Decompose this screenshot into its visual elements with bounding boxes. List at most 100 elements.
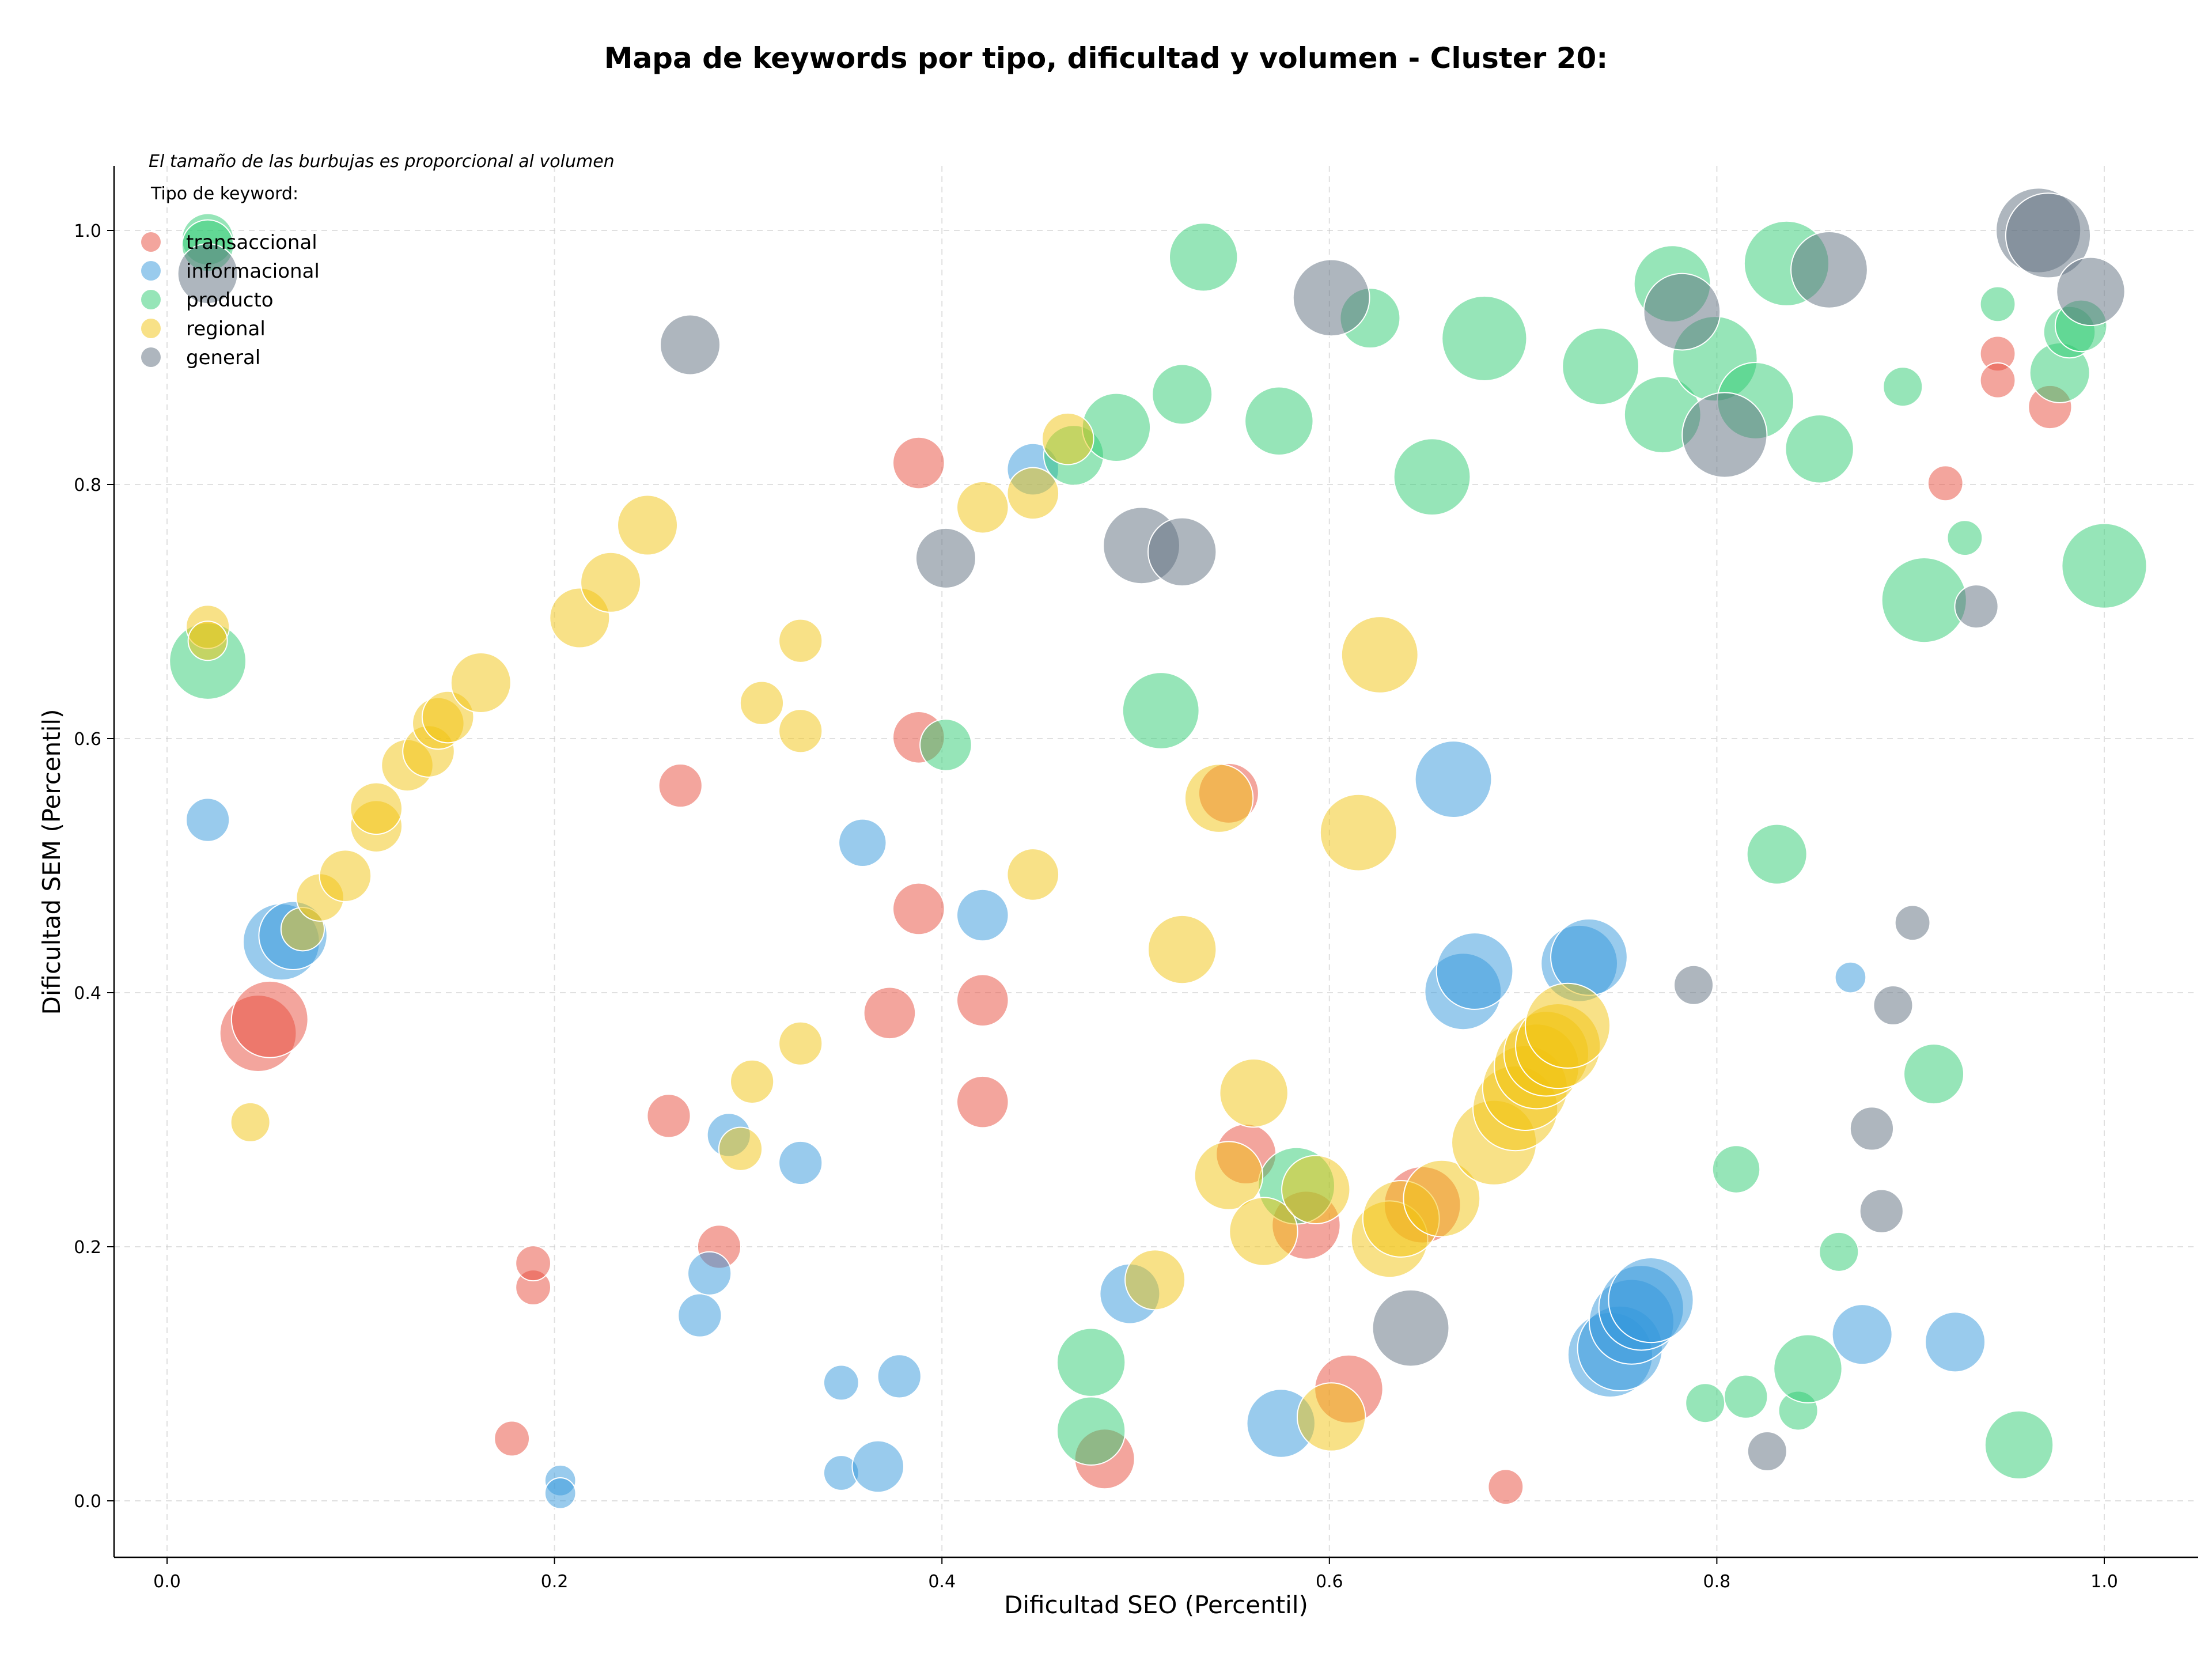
bubble-regional — [1219, 1058, 1289, 1128]
bubble-regional — [1006, 848, 1060, 901]
legend-marker-general — [141, 347, 161, 367]
legend-label-transaccional: transaccional — [186, 231, 317, 254]
bubble-transaccional — [1979, 362, 2016, 399]
bubble-informacional — [956, 888, 1009, 942]
bubble-regional — [1340, 616, 1419, 694]
bubble-informacional — [1608, 1257, 1694, 1344]
bubble-regional — [1041, 412, 1094, 466]
legend-label-producto: producto — [186, 289, 274, 312]
bubble-transaccional — [646, 1094, 691, 1138]
bubble-producto — [1773, 1334, 1843, 1403]
bubble-general — [177, 243, 238, 304]
bubble-general — [1372, 1289, 1450, 1367]
bubble-producto — [1819, 1231, 1859, 1272]
bubble-regional — [1319, 793, 1397, 872]
bubble-producto — [1244, 386, 1314, 456]
bubble-producto — [1056, 1396, 1126, 1466]
bubble-general — [1873, 985, 1914, 1026]
y-tick-label: 0.2 — [74, 1238, 101, 1258]
bubble-informacional — [823, 1364, 859, 1401]
bubble-informacional — [778, 1140, 823, 1186]
legend-marker-informacional — [141, 261, 161, 281]
bubble-general — [1954, 584, 1999, 629]
bubble-general — [1790, 230, 1868, 309]
bubble-producto — [1785, 414, 1854, 484]
bubble-general — [1849, 1106, 1895, 1151]
bubble-informacional — [687, 1251, 732, 1296]
bubble-regional — [730, 1059, 775, 1104]
legend-label-informacional: informacional — [186, 260, 320, 283]
bubble-regional — [1184, 763, 1254, 833]
bubble-transaccional — [892, 882, 945, 936]
x-axis-label: Dificultad SEO (Percentil) — [1004, 1591, 1308, 1619]
bubble-producto — [1685, 1383, 1726, 1424]
bubble-producto — [1152, 364, 1213, 425]
bubble-producto — [1979, 286, 2016, 323]
bubble-regional — [450, 652, 512, 713]
bubble-general — [915, 527, 976, 589]
bubble-transaccional — [956, 1075, 1009, 1129]
bubble-transaccional — [1927, 465, 1964, 502]
bubbles — [169, 187, 2147, 1509]
bubble-regional — [718, 1126, 763, 1171]
bubble-regional — [187, 620, 228, 661]
bubble-transaccional — [1487, 1469, 1524, 1505]
series-transaccional — [219, 335, 2073, 1505]
bubble-general — [2005, 192, 2092, 279]
bubble-informacional — [677, 1293, 722, 1338]
y-tick-label: 0.4 — [74, 983, 101, 1004]
bubble-regional — [739, 680, 785, 725]
bubble-regional — [230, 1102, 271, 1142]
bubble-producto — [1711, 1145, 1761, 1194]
bubble-regional — [1229, 1197, 1298, 1266]
bubble-informacional — [1414, 740, 1493, 818]
bubble-producto — [1122, 672, 1200, 750]
series-informacional — [185, 442, 1986, 1509]
legend-label-general: general — [186, 346, 260, 369]
y-tick-label: 0.8 — [74, 475, 101, 495]
bubble-producto — [1169, 222, 1238, 292]
bubble-producto — [1724, 1374, 1768, 1419]
bubble-regional — [1524, 982, 1611, 1069]
bubble-producto — [1984, 1410, 2054, 1480]
series-general — [177, 187, 2126, 1472]
chart-title: Mapa de keywords por tipo, dificultad y … — [604, 41, 1608, 75]
bubble-transaccional — [494, 1420, 531, 1457]
bubble-general — [1747, 1431, 1787, 1472]
series-regional — [185, 412, 1611, 1452]
bubble-regional — [319, 849, 372, 902]
legend-title: Tipo de keyword: — [150, 184, 298, 204]
legend-marker-regional — [141, 319, 161, 338]
bubble-informacional — [838, 818, 887, 868]
bubble-informacional — [185, 797, 230, 842]
legend-marker-transaccional — [141, 232, 161, 252]
y-tick-label: 0.0 — [74, 1492, 101, 1512]
bubble-informacional — [877, 1354, 922, 1399]
x-tick-label: 0.4 — [928, 1572, 956, 1592]
bubble-general — [2056, 256, 2126, 327]
bubble-producto — [919, 718, 972, 771]
bubble-regional — [1194, 1141, 1264, 1210]
y-axis-label: Dificultad SEM (Percentil) — [37, 709, 66, 1015]
bubble-regional — [1006, 467, 1060, 520]
bubble-producto — [2061, 523, 2147, 609]
bubble-producto — [1081, 392, 1152, 462]
axes: 0.0 0.2 0.4 0.6 0.8 1.0 0.0 0.2 0.4 0.6 0.8 1.0 — [74, 166, 2198, 1592]
bubble-producto — [1056, 1327, 1126, 1397]
bubble-general — [1859, 1189, 1904, 1234]
bubble-informacional — [1831, 1304, 1893, 1365]
x-tick-label: 0.6 — [1316, 1572, 1343, 1592]
bubble-regional — [1124, 1249, 1186, 1311]
legend-marker-producto — [141, 290, 161, 309]
bubble-informacional — [1925, 1311, 1986, 1373]
size-note: El tamaño de las burbujas es proporciona… — [149, 152, 615, 172]
x-tick-label: 0.8 — [1703, 1572, 1731, 1592]
legend: transaccional informacional producto region… — [141, 231, 320, 369]
bubble-informacional — [1834, 961, 1867, 994]
bubble-general — [1292, 259, 1370, 337]
y-tick-label: 1.0 — [74, 221, 101, 241]
bubble-general — [1673, 964, 1714, 1005]
y-tick-label: 0.6 — [74, 729, 101, 750]
bubble-producto — [1562, 327, 1640, 406]
